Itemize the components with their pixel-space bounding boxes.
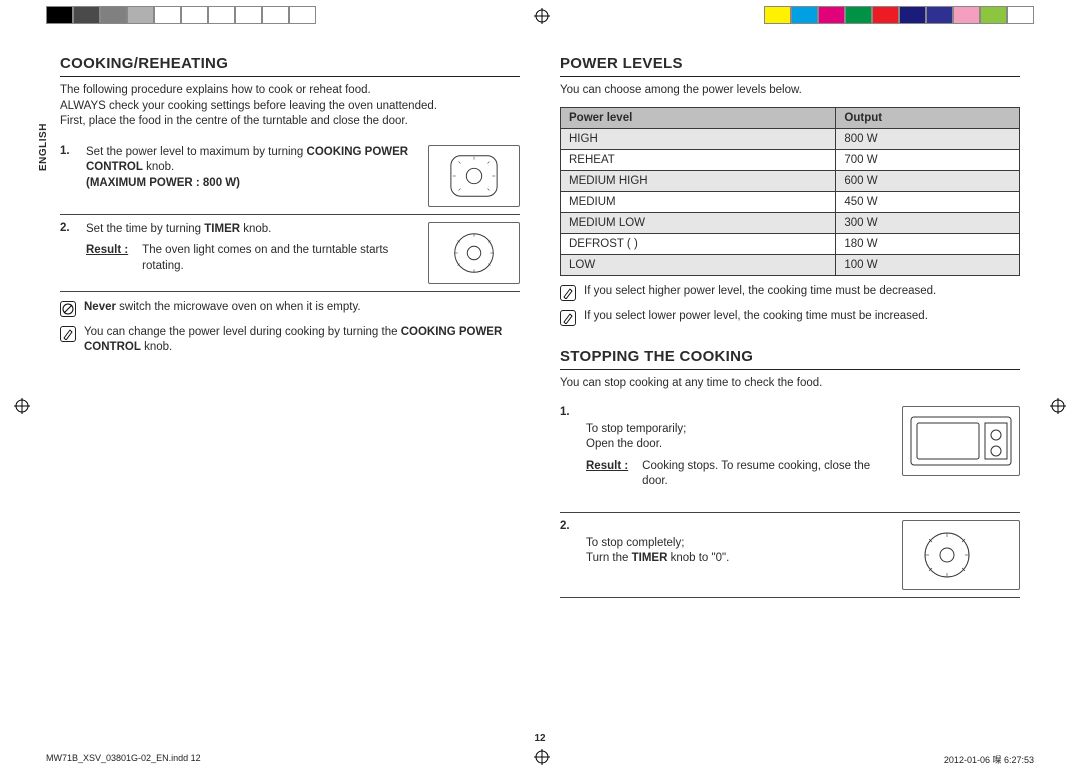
result-label: Result : — [586, 459, 628, 490]
cell-power-level: LOW — [561, 254, 836, 275]
timer-knob-illustration — [902, 520, 1020, 590]
tip-tail: knob. — [144, 341, 172, 353]
cell-output: 300 W — [836, 212, 1020, 233]
step-tail: knob. — [146, 161, 174, 173]
microwave-illustration — [902, 406, 1020, 476]
timer-knob-illustration — [428, 222, 520, 284]
step-bold: TIMER — [204, 223, 240, 235]
power-note-high: If you select higher power level, the co… — [560, 284, 1020, 301]
table-row: REHEAT700 W — [561, 149, 1020, 170]
intro-stopping: You can stop cooking at any time to chec… — [560, 376, 1020, 392]
step-bold2: (MAXIMUM POWER : 800 W) — [86, 177, 240, 189]
power-note-low: If you select lower power level, the coo… — [560, 309, 1020, 326]
warning-note: Never switch the microwave oven on when … — [60, 300, 520, 317]
heading-stopping: STOPPING THE COOKING — [560, 348, 1020, 370]
result-text: Cooking stops. To resume cooking, close … — [642, 459, 892, 490]
step-body: To stop completely; Turn the TIMER knob … — [586, 520, 892, 567]
step-text: Set the power level to maximum by turnin… — [86, 146, 307, 158]
cell-output: 600 W — [836, 170, 1020, 191]
warn-bold: Never — [84, 301, 116, 313]
cell-power-level: DEFROST ( ) — [561, 233, 836, 254]
note-icon — [60, 326, 76, 342]
note-icon — [560, 285, 576, 301]
cell-output: 450 W — [836, 191, 1020, 212]
result-text: The oven light comes on and the turntabl… — [142, 243, 418, 274]
table-row: MEDIUM450 W — [561, 191, 1020, 212]
step-body: Set the time by turning TIMER knob. Resu… — [86, 222, 418, 275]
cell-output: 800 W — [836, 128, 1020, 149]
cell-output: 100 W — [836, 254, 1020, 275]
heading-cooking-reheating: COOKING/REHEATING — [60, 55, 520, 77]
table-row: HIGH800 W — [561, 128, 1020, 149]
color-registration-bars — [0, 6, 1080, 26]
intro-cooking-reheating: The following procedure explains how to … — [60, 83, 520, 130]
step-1: 1. Set the power level to maximum by tur… — [60, 138, 520, 215]
step-bold: TIMER — [632, 552, 668, 564]
cell-output: 700 W — [836, 149, 1020, 170]
warn-text: switch the microwave oven on when it is … — [119, 301, 360, 313]
step-number: 1. — [560, 406, 576, 418]
table-row: LOW100 W — [561, 254, 1020, 275]
result-label: Result : — [86, 243, 128, 274]
cell-power-level: MEDIUM HIGH — [561, 170, 836, 191]
step-number: 1. — [60, 145, 76, 157]
step-2: 2. Set the time by turning TIMER knob. R… — [60, 215, 520, 292]
tip-pre: You can change the power level during co… — [84, 326, 401, 338]
table-row: DEFROST ( )180 W — [561, 233, 1020, 254]
step-number: 2. — [560, 520, 576, 532]
footer-left: MW71B_XSV_03801G-02_EN.indd 12 — [46, 753, 201, 766]
col-power-level: Power level — [561, 107, 836, 128]
table-row: MEDIUM HIGH600 W — [561, 170, 1020, 191]
note-icon — [560, 310, 576, 326]
cell-power-level: REHEAT — [561, 149, 836, 170]
step-number: 2. — [60, 222, 76, 234]
cell-power-level: MEDIUM LOW — [561, 212, 836, 233]
right-column: POWER LEVELS You can choose among the po… — [560, 55, 1020, 722]
step-tail: knob. — [243, 223, 271, 235]
step-body: To stop temporarily; Open the door. Resu… — [586, 406, 892, 505]
power-levels-table: Power level Output HIGH800 WREHEAT700 WM… — [560, 107, 1020, 276]
stop-step-2: 2. To stop completely; Turn the TIMER kn… — [560, 513, 1020, 598]
registration-mark-icon — [1050, 398, 1066, 414]
left-column: ENGLISH COOKING/REHEATING The following … — [60, 55, 520, 722]
heading-power-levels: POWER LEVELS — [560, 55, 1020, 77]
step-body: Set the power level to maximum by turnin… — [86, 145, 418, 192]
warning-text: Never switch the microwave oven on when … — [84, 300, 361, 316]
page-number: 12 — [0, 733, 1080, 744]
tip-text: You can change the power level during co… — [84, 325, 520, 356]
cell-power-level: HIGH — [561, 128, 836, 149]
col-output: Output — [836, 107, 1020, 128]
step-text: To stop temporarily; Open the door. — [586, 423, 686, 451]
prohibit-icon — [60, 301, 76, 317]
note-text: If you select higher power level, the co… — [584, 284, 936, 300]
registration-mark-icon — [14, 398, 30, 414]
footer-right: 2012-01-06 㘀 6:27:53 — [944, 753, 1034, 766]
cell-power-level: MEDIUM — [561, 191, 836, 212]
note-text: If you select lower power level, the coo… — [584, 309, 928, 325]
intro-power-levels: You can choose among the power levels be… — [560, 83, 1020, 99]
table-row: MEDIUM LOW300 W — [561, 212, 1020, 233]
stop-step-1: 1. To stop temporarily; Open the door. R… — [560, 399, 1020, 513]
tip-note: You can change the power level during co… — [60, 325, 520, 356]
step-post: knob to "0". — [667, 552, 729, 564]
language-side-tab: ENGLISH — [38, 123, 49, 171]
power-knob-illustration — [428, 145, 520, 207]
step-text: Set the time by turning — [86, 223, 204, 235]
cell-output: 180 W — [836, 233, 1020, 254]
print-footer: MW71B_XSV_03801G-02_EN.indd 12 2012-01-0… — [46, 753, 1034, 766]
